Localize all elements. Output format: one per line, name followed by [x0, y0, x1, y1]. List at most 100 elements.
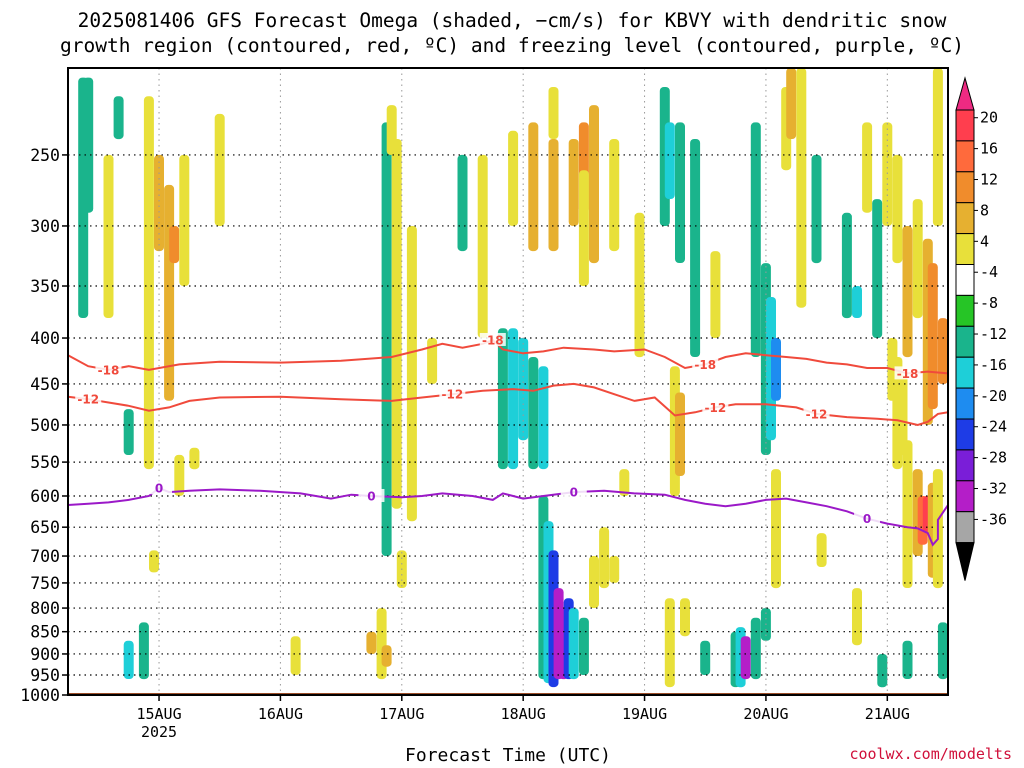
y-tick-label: 450	[30, 375, 60, 394]
colorbar-tick-label: 4	[980, 232, 989, 250]
omega-cell	[852, 588, 862, 646]
omega-cell	[750, 122, 761, 358]
colorbar-swatch	[955, 449, 975, 482]
contour-label: -18	[897, 367, 919, 381]
y-tick-label: 650	[30, 518, 60, 537]
omega-cell	[508, 328, 519, 470]
colorbar-swatch	[955, 480, 975, 513]
grid-lines	[68, 68, 948, 696]
y-tick-label: 900	[30, 645, 60, 664]
omega-cell	[214, 113, 225, 226]
omega-cell	[750, 617, 761, 680]
y-tick-label: 800	[30, 599, 60, 618]
contour-lines: -18 -18 -18 -18 -12 -12 -12 -12 0 0 0 0	[67, 332, 949, 547]
omega-cell	[578, 170, 589, 286]
omega-cell	[427, 338, 438, 384]
colorbar-tick-label: -32	[980, 480, 1007, 498]
colorbar-swatch	[955, 109, 975, 142]
colorbar-tick-label: 16	[980, 140, 998, 158]
omega-cell	[381, 122, 392, 557]
contour-label-bg	[692, 357, 719, 371]
omega-cell	[143, 96, 154, 470]
colorbar-swatch	[955, 294, 975, 327]
omega-cell	[290, 636, 301, 675]
y-tick-label: 700	[30, 547, 60, 566]
colorbar-swatch	[955, 418, 975, 451]
colorbar-swatch	[955, 356, 975, 389]
omega-cell	[771, 469, 781, 589]
contour-label: 0	[155, 482, 163, 496]
omega-cell	[710, 251, 721, 338]
contour-label-bg	[894, 366, 921, 380]
omega-cell	[154, 154, 164, 252]
omega-cell	[83, 77, 94, 213]
omega-cell	[174, 454, 185, 496]
colorbar-tick-label: -12	[980, 325, 1007, 343]
contour-label-bg	[75, 392, 102, 406]
x-tick-sublabel: 2025	[141, 723, 177, 741]
colorbar-swatch	[955, 233, 975, 266]
contour-label: -12	[77, 393, 99, 407]
omega-cell	[902, 640, 913, 679]
omega-cell	[902, 440, 913, 588]
y-tick-label: 750	[30, 574, 60, 593]
omega-cell	[771, 338, 781, 401]
omega-cell	[902, 226, 913, 358]
colorbar-tick-label: -20	[980, 387, 1007, 405]
omega-cell	[609, 139, 620, 252]
y-axis: 250 300 350 400 450 500 550 600 650 700 750 800 850 9…	[20, 146, 68, 705]
omega-cell	[680, 598, 690, 637]
omega-cell	[164, 184, 175, 401]
omega-cell	[811, 154, 822, 264]
colorbar-top-arrow	[955, 76, 975, 111]
colorbar-swatch	[955, 264, 975, 296]
contour-label-bg	[479, 332, 506, 346]
y-tick-label: 850	[30, 623, 60, 642]
omega-cell	[548, 87, 559, 139]
omega-cell	[189, 447, 200, 470]
omega-cell	[912, 199, 923, 319]
omega-cell	[872, 199, 883, 339]
credit-text[interactable]: coolwx.com/modelts	[849, 745, 1012, 763]
contour-label: 0	[863, 512, 871, 526]
omega-cell	[897, 375, 908, 455]
colorbar-tick-label: -36	[980, 510, 1007, 528]
omega-cell	[568, 139, 579, 226]
x-tick-label: 15AUG	[136, 705, 181, 723]
colorbar-tick-label: -8	[980, 294, 998, 312]
x-axis-label: Forecast Time (UTC)	[405, 745, 611, 766]
omega-cell	[664, 598, 675, 688]
omega-cell	[599, 527, 610, 589]
omega-cell	[457, 154, 468, 252]
omega-cell	[937, 622, 948, 680]
omega-cell	[700, 640, 711, 675]
omega-cell	[786, 68, 797, 139]
omega-cell	[634, 212, 645, 358]
chart-title-line-2: growth region (contoured, red, ºC) and f…	[60, 34, 964, 57]
omega-cell	[548, 139, 559, 252]
contour-label-bg	[803, 406, 830, 420]
y-tick-label: 400	[30, 329, 60, 348]
omega-cell	[381, 645, 392, 667]
contour-label: -18	[98, 363, 120, 377]
omega-cell	[406, 226, 417, 522]
omega-shading	[78, 68, 948, 688]
omega-cell	[862, 122, 873, 213]
omega-cell	[690, 139, 701, 357]
colorbar-tick-label: -24	[980, 418, 1007, 436]
contour-label-bg	[560, 485, 587, 499]
plot-area: -18 -18 -18 -18 -12 -12 -12 -12 0 0 0 0	[67, 67, 949, 696]
omega-cell	[937, 318, 948, 384]
omega-cell	[932, 68, 943, 226]
omega-cell	[528, 122, 539, 252]
colorbar-tick-label: -28	[980, 449, 1007, 467]
y-tick-label: 600	[30, 487, 60, 506]
contour-label-bg	[854, 511, 881, 525]
x-axis: 15AUG 16AUG 17AUG 18AUG 19AUG 20AUG 21AUG 2025	[136, 695, 910, 741]
x-tick-label: 20AUG	[743, 705, 788, 723]
x-tick-label: 21AUG	[865, 705, 910, 723]
colorbar-swatch	[955, 140, 975, 173]
contour-line	[67, 486, 949, 547]
x-tick-label: 16AUG	[258, 705, 303, 723]
omega-cell	[113, 96, 124, 140]
